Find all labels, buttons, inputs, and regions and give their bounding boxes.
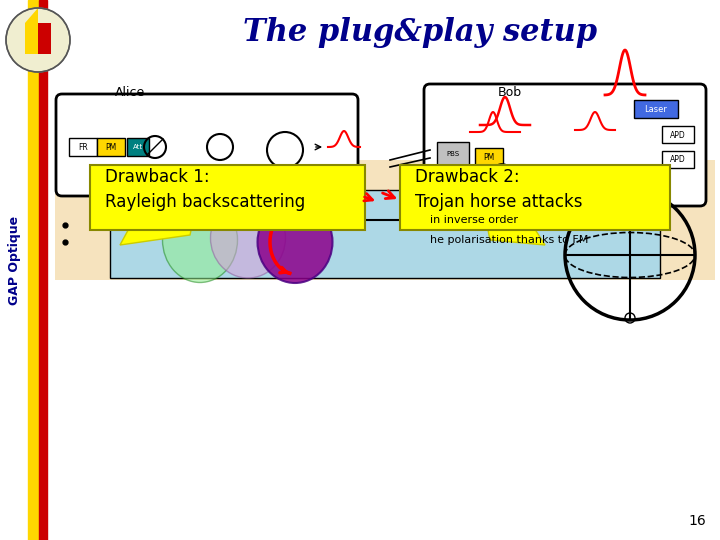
Polygon shape [25, 8, 38, 54]
FancyBboxPatch shape [56, 94, 358, 196]
Text: Laser: Laser [644, 105, 667, 113]
Text: The plug&play setup: The plug&play setup [243, 17, 597, 48]
Polygon shape [480, 190, 545, 245]
Bar [39, 0, 47, 540]
Polygon shape [120, 190, 200, 245]
Bar [90, 165, 365, 230]
Text: PM: PM [483, 152, 495, 161]
Polygon shape [38, 23, 51, 54]
FancyBboxPatch shape [475, 148, 503, 166]
Text: PBS: PBS [446, 151, 459, 157]
Bar [28, 0, 39, 540]
FancyBboxPatch shape [662, 151, 694, 168]
Text: FR: FR [78, 143, 88, 152]
Text: Bob: Bob [498, 85, 522, 98]
Text: PM: PM [105, 143, 117, 152]
Text: he polarisation thanks to FM: he polarisation thanks to FM [430, 235, 588, 245]
Bar [400, 165, 670, 230]
Text: Trojan horse attacks: Trojan horse attacks [415, 193, 582, 211]
Text: 16: 16 [688, 514, 706, 528]
Bar [55, 160, 715, 280]
Text: GAP Optique: GAP Optique [9, 215, 22, 305]
FancyBboxPatch shape [437, 142, 469, 166]
FancyBboxPatch shape [69, 138, 97, 156]
Ellipse shape [163, 198, 238, 282]
FancyBboxPatch shape [634, 100, 678, 118]
Text: in inverse order: in inverse order [430, 215, 518, 225]
Bar [110, 190, 660, 278]
Ellipse shape [210, 198, 286, 278]
Text: APD: APD [670, 156, 686, 165]
Text: Drawback 2:: Drawback 2: [415, 168, 520, 186]
FancyBboxPatch shape [129, 167, 151, 183]
Circle shape [6, 8, 70, 72]
FancyBboxPatch shape [127, 138, 149, 156]
Text: APD: APD [670, 131, 686, 139]
FancyBboxPatch shape [424, 84, 706, 206]
Text: Att: Att [133, 144, 143, 150]
Text: Drawback 1:: Drawback 1: [105, 168, 210, 186]
Ellipse shape [258, 201, 333, 283]
FancyBboxPatch shape [97, 138, 125, 156]
Text: D: D [137, 171, 143, 179]
Text: Alice: Alice [115, 85, 145, 98]
FancyBboxPatch shape [662, 126, 694, 143]
Text: Rayleigh backscattering: Rayleigh backscattering [105, 193, 305, 211]
